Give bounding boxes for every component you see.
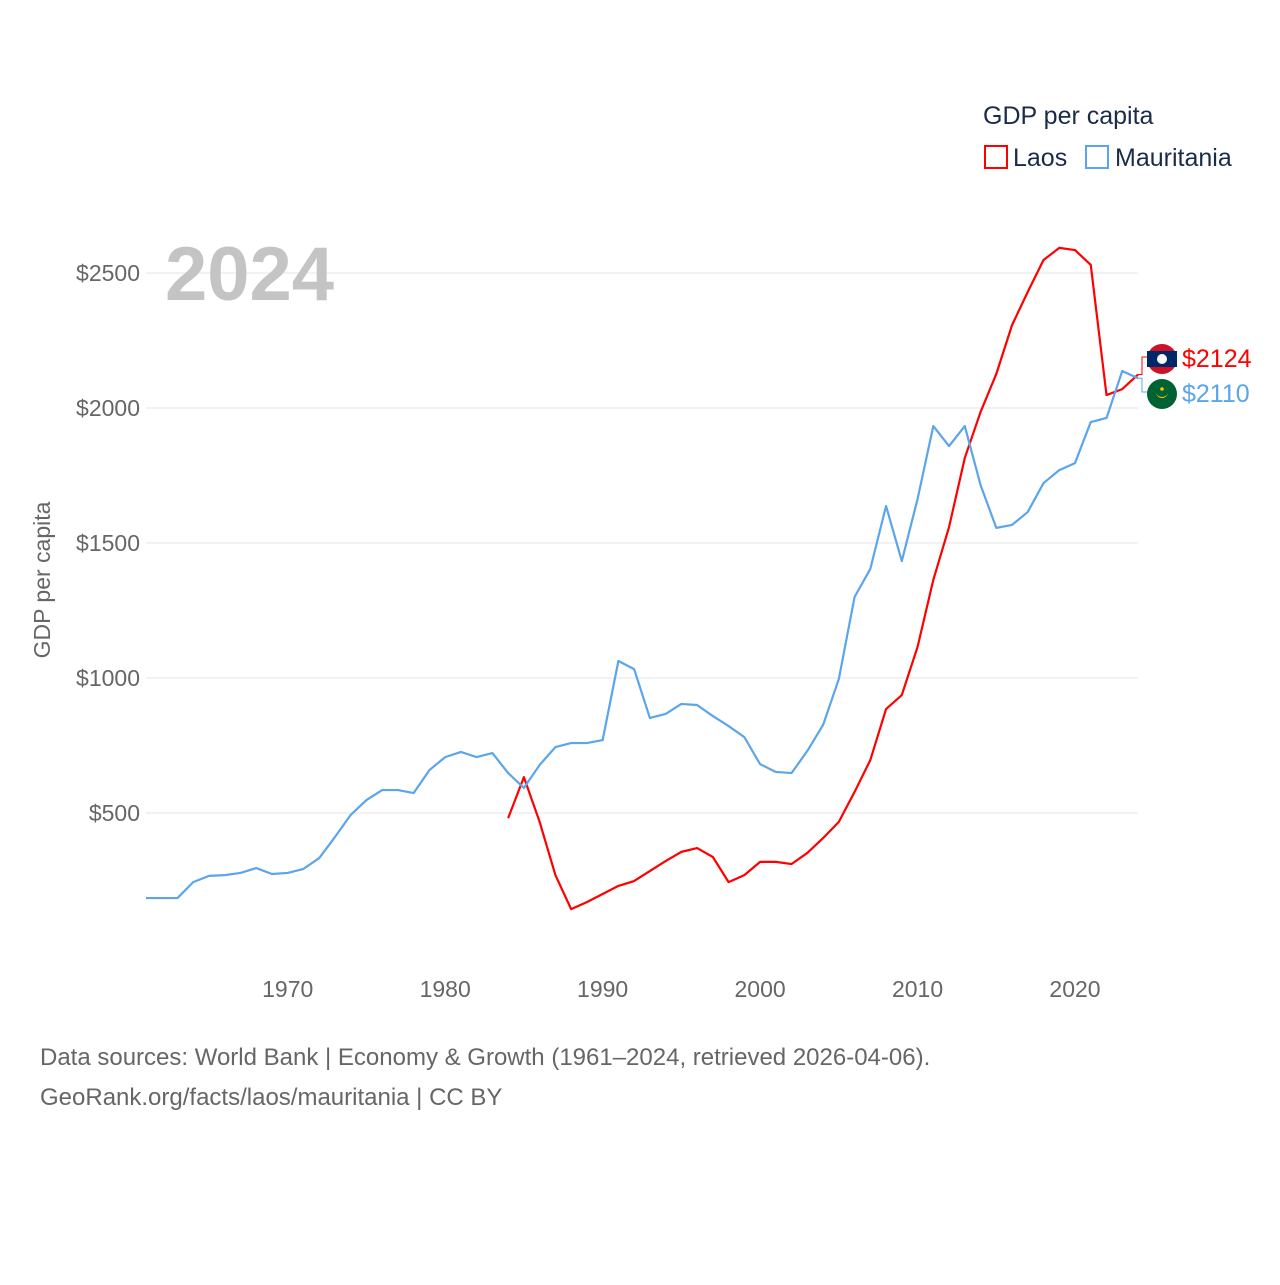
legend-swatch-laos: [984, 145, 1008, 169]
x-tick-label: 1990: [577, 976, 628, 1002]
legend-item-mauritania[interactable]: Mauritania: [1085, 144, 1232, 172]
mauritania-flag-icon: [1147, 379, 1177, 409]
legend-swatch-mauritania: [1085, 145, 1109, 169]
flag-crescent: [1156, 392, 1168, 398]
x-tick-label: 1970: [262, 976, 313, 1002]
flag-star: [1160, 387, 1164, 391]
legend-item-laos[interactable]: Laos: [984, 144, 1067, 172]
y-tick-label: $2000: [76, 395, 140, 421]
flag-moon: [1157, 354, 1167, 364]
x-tick-label: 2000: [735, 976, 786, 1002]
y-tick-label: $1000: [76, 665, 140, 691]
source-link[interactable]: GeoRank.org/facts/laos/mauritania | CC B…: [40, 1084, 503, 1111]
end-label-mauritania: $2110: [1182, 380, 1250, 408]
series-line-mauritania: [146, 369, 1139, 900]
data-sources: Data sources: World Bank | Economy & Gro…: [40, 1044, 931, 1071]
x-tick-label: 2020: [1049, 976, 1100, 1002]
legend-label-mauritania: Mauritania: [1115, 144, 1232, 172]
legend-title: GDP per capita: [983, 102, 1154, 130]
end-connector: [1138, 356, 1148, 376]
laos-flag-icon: [1147, 344, 1177, 374]
y-tick-label: $500: [89, 800, 140, 826]
y-axis-label: GDP per capita: [29, 501, 55, 658]
series-line-laos: [507, 246, 1139, 911]
end-connector: [1138, 377, 1148, 393]
x-tick-label: 2010: [892, 976, 943, 1002]
x-tick-label: 1980: [420, 976, 471, 1002]
flag-bg: [1147, 379, 1177, 409]
legend-label-laos: Laos: [1013, 144, 1067, 172]
end-label-laos: $2124: [1182, 345, 1252, 373]
y-tick-label: $1500: [76, 530, 140, 556]
year-watermark: 2024: [165, 232, 334, 317]
y-tick-label: $2500: [76, 260, 140, 286]
